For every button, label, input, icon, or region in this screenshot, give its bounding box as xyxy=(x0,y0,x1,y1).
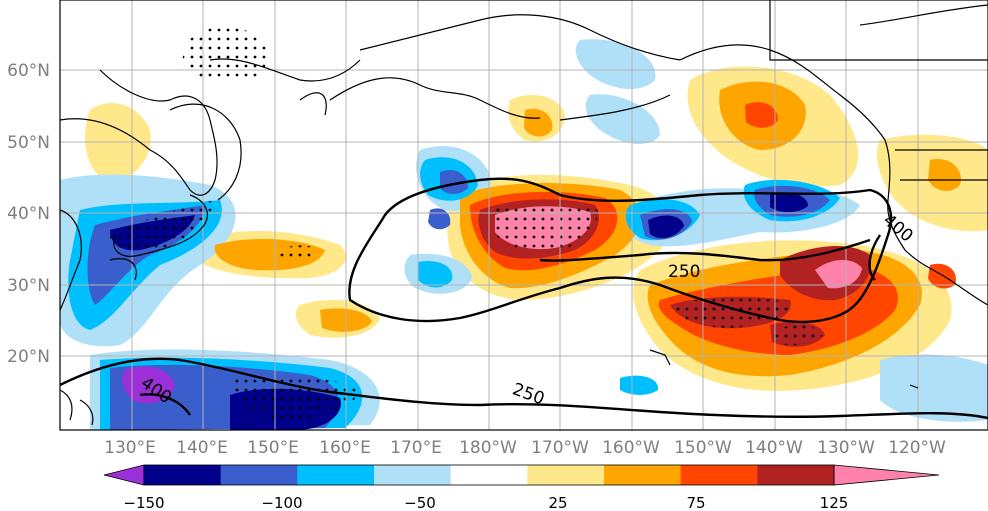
lat-label: 60°N xyxy=(7,61,50,81)
colorbar-tick-label: 25 xyxy=(548,494,567,511)
negative-anomaly-region xyxy=(585,94,660,145)
colorbar xyxy=(103,464,940,486)
contour-label-250: 250 xyxy=(668,262,700,282)
significance-stippling xyxy=(234,375,360,420)
significance-stippling xyxy=(775,325,822,346)
colorbar-segment xyxy=(604,465,682,485)
lon-label: 140°E xyxy=(176,438,228,458)
lon-label: 170°E xyxy=(390,438,442,458)
negative-anomaly-region xyxy=(575,39,656,90)
significance-stippling xyxy=(668,298,790,328)
colorbar-segment xyxy=(680,465,758,485)
colorbar-outline xyxy=(143,464,835,486)
negative-anomaly-region xyxy=(122,366,175,404)
negative-anomaly-region xyxy=(620,375,659,395)
lon-label: 140°W xyxy=(745,438,803,458)
lat-label: 40°N xyxy=(7,204,50,224)
positive-anomaly-region xyxy=(928,263,956,289)
positive-anomaly-region xyxy=(745,102,778,128)
latitude-labels: 60°N 50°N 40°N 30°N 20°N xyxy=(7,61,50,367)
negative-anomaly-region xyxy=(428,208,451,230)
lon-label: 120°W xyxy=(888,438,946,458)
lon-label: 180°W xyxy=(459,438,517,458)
lon-label: 150°W xyxy=(674,438,732,458)
colorbar-tick-labels: −150 −100 −50 25 75 125 xyxy=(123,494,848,511)
lat-label: 30°N xyxy=(7,276,50,296)
colorbar-segment xyxy=(450,465,528,485)
lon-label: 130°E xyxy=(104,438,156,458)
positive-anomaly-region xyxy=(815,259,862,289)
coastlines xyxy=(60,0,988,426)
lat-label: 20°N xyxy=(7,347,50,367)
negative-anomaly-region xyxy=(880,354,988,422)
colorbar-segment xyxy=(144,465,222,485)
colorbar-tick-label: 125 xyxy=(820,494,849,511)
anomaly-field: 250 250 400 400 xyxy=(60,0,988,430)
positive-anomaly-region xyxy=(524,108,553,137)
colorbar-tick-label: −50 xyxy=(404,494,436,511)
colorbar-segment xyxy=(220,465,298,485)
colorbar-extend-max xyxy=(833,464,940,486)
longitude-labels: 130°E 140°E 150°E 160°E 170°E 180°W 170°… xyxy=(104,438,946,458)
negative-anomaly-region xyxy=(648,215,684,239)
colorbar-tick-label: −100 xyxy=(261,494,302,511)
lon-label: 130°W xyxy=(817,438,875,458)
colorbar-tick-label: 75 xyxy=(686,494,705,511)
significance-stippling xyxy=(492,202,598,253)
lon-label: 160°E xyxy=(319,438,371,458)
colorbar-segment xyxy=(297,465,375,485)
negative-anomaly-region xyxy=(418,260,453,288)
colorbar-segment xyxy=(757,465,835,485)
lon-label: 150°E xyxy=(247,438,299,458)
lon-label: 160°W xyxy=(602,438,660,458)
negative-anomaly-region xyxy=(440,169,468,194)
colorbar-segment xyxy=(527,465,605,485)
map-frame xyxy=(59,0,988,431)
colorbar-extend-min xyxy=(103,464,145,486)
colorbar-segment xyxy=(374,465,452,485)
contour-lines xyxy=(60,177,988,420)
colorbar-tick-label: −150 xyxy=(123,494,164,511)
lon-label: 170°W xyxy=(531,438,589,458)
lat-label: 50°N xyxy=(7,133,50,153)
negative-anomaly-region xyxy=(770,193,808,213)
positive-anomaly-region xyxy=(928,159,961,192)
significance-stippling xyxy=(278,245,318,260)
